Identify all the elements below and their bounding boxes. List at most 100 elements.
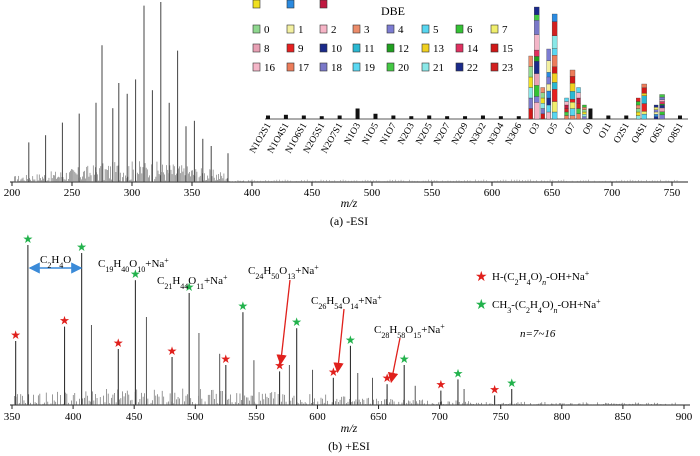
category-label: O7: [564, 121, 579, 136]
dbe-bar-segment: [540, 113, 545, 120]
dbe-bar-segment: [576, 97, 581, 104]
x-tick-label: 200: [4, 187, 21, 199]
dbe-bar: [606, 115, 611, 119]
dbe-bar: [516, 116, 521, 119]
dbe-bar-segment: [551, 111, 558, 120]
x-tick-label: 250: [64, 187, 81, 199]
dbe-bar-segment: [569, 91, 576, 100]
dbe-bar-segment: [534, 61, 540, 74]
dbe-bar: [678, 115, 682, 119]
x-tick-label: 450: [304, 187, 321, 199]
dbe-bar-segment: [641, 111, 647, 115]
dbe-bar-segment: [551, 21, 558, 36]
dbe-bar-segment: [534, 6, 540, 15]
category-label: N3O6: [504, 121, 524, 146]
legend-label: 14: [467, 43, 479, 55]
legend-label: 8: [264, 43, 270, 55]
legend-label: 22: [467, 62, 478, 74]
legend-swatch: [252, 0, 261, 9]
dbe-bar-segment: [534, 14, 540, 21]
x-tick-label: 450: [126, 411, 143, 423]
x-tick-label: 550: [424, 187, 441, 199]
ion-label-c26: C26H54O14+Na+: [311, 293, 382, 311]
legend-label: 1: [298, 24, 304, 36]
dbe-bar-segment: [582, 104, 587, 108]
legend-swatch: [286, 43, 295, 53]
legend-swatch: [490, 24, 499, 34]
x-tick-label: 300: [124, 187, 141, 199]
legend-swatch: [319, 62, 328, 72]
dbe-bar: [624, 115, 629, 119]
dbe-bar-segment: [659, 103, 665, 106]
legend-label: 21: [433, 62, 444, 74]
dbe-bar-segment: [528, 87, 533, 99]
dbe-bar: [355, 108, 360, 119]
dbe-bar-segment: [653, 107, 659, 110]
green-star-marker: ★: [345, 333, 356, 347]
dbe-bar-segment: [528, 108, 533, 120]
category-label: O5: [546, 121, 561, 136]
legend-swatch: [455, 24, 464, 34]
x-tick-label: 500: [187, 411, 204, 423]
dbe-bar-segment: [546, 104, 551, 113]
dbe-bar-segment: [569, 108, 576, 116]
dbe-bar: [445, 116, 450, 119]
dbe-bar-segment: [551, 101, 558, 113]
dbe-bar-segment: [636, 115, 641, 120]
red-star-marker: ★: [489, 382, 500, 396]
category-label: N3O2: [468, 121, 488, 146]
ion-label-c21: C21H44O11+Na+: [157, 273, 228, 291]
series-legend: ★ H-(C2H4O)n-OH+Na+ ★ CH3-(C2H4O)n-OH+Na…: [475, 269, 601, 341]
dbe-bar-segment: [551, 82, 558, 90]
category-label: N1O5: [361, 121, 381, 146]
dbe-bar-segment: [636, 104, 641, 109]
legend-swatch: [421, 43, 430, 53]
legend-swatch: [455, 43, 464, 53]
dbe-bar-segment: [569, 82, 576, 92]
dbe-bar-segment: [546, 90, 551, 99]
dbe-bar-segment: [564, 111, 569, 116]
dbe-bar-segment: [582, 107, 587, 110]
red-star-marker: ★: [274, 358, 285, 372]
x-tick-label: 750: [664, 187, 681, 199]
n-range-label: n=7~16: [520, 328, 556, 340]
green-star-marker: ★: [130, 267, 141, 281]
panel-b-ticks: 350 400 450 500 550 600 650 700 750 800 850 900: [4, 405, 693, 423]
dbe-bar-segment: [551, 55, 558, 67]
panel-b-caption: (b) +ESI: [328, 439, 370, 453]
legend-label: 19: [364, 62, 376, 74]
category-label: O8S1: [666, 121, 686, 145]
legend-swatch: [455, 62, 464, 72]
green-star-marker: ★: [184, 280, 195, 294]
red-star-marker: ★: [328, 365, 339, 379]
legend-label: 11: [364, 43, 375, 55]
dbe-bar-segment: [540, 92, 545, 99]
x-tick-label: 400: [65, 411, 82, 423]
legend-label: 3: [364, 24, 370, 36]
dbe-bar-segment: [576, 103, 581, 109]
legend-swatch: [319, 24, 328, 34]
dbe-bar-segment: [564, 97, 569, 102]
dbe-bar-segment: [534, 96, 540, 103]
legend-swatch: [386, 24, 395, 34]
dbe-bar-segment: [546, 60, 551, 73]
legend-label: 9: [298, 43, 304, 55]
dbe-bar-segment: [534, 85, 540, 97]
dbe-bar-segment: [641, 87, 647, 94]
legend-swatch: [352, 24, 361, 34]
category-label: O4S1: [630, 121, 650, 145]
legend-label: 18: [331, 62, 343, 74]
category-label: O11: [597, 121, 614, 140]
x-tick-label: 800: [554, 411, 571, 423]
legend-swatch: [319, 0, 328, 9]
dbe-bar-segment: [653, 116, 659, 120]
dbe-bar-segment: [582, 109, 587, 113]
panel-a-caption: (a) -ESI: [330, 214, 368, 228]
legend-label: 26: [331, 0, 343, 3]
dbe-bar-segment: [641, 83, 647, 88]
inset-legend: 0123456789101112131415161718192021222324…: [252, 0, 514, 74]
legend-label-h-series: H-(C2H4O)n-OH+Na+: [492, 269, 590, 287]
ion-label-c19: C19H40O10+Na+: [98, 256, 169, 274]
